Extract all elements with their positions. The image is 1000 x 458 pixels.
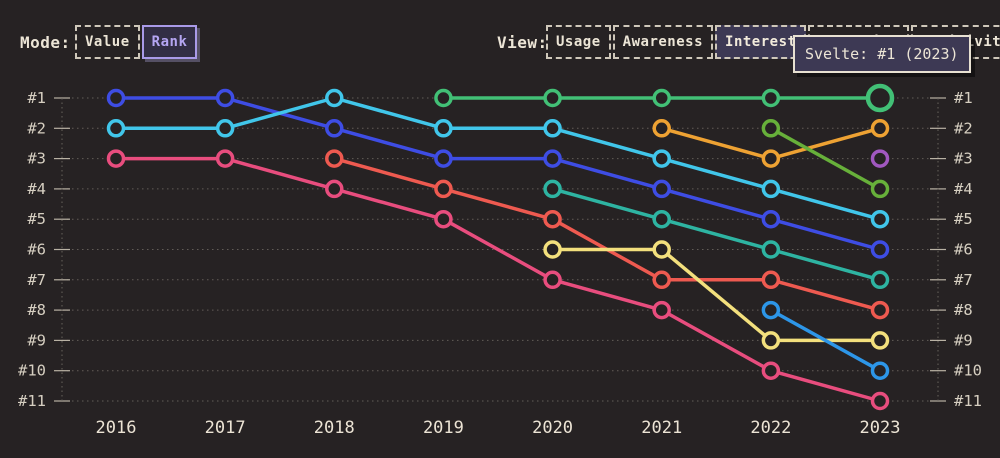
series-line-lime-series (769, 126, 882, 191)
view-toggle-awareness-button[interactable]: Awareness (612, 25, 714, 59)
y-axis-label-right-2: #2 (954, 119, 973, 137)
data-point-amber-series-2023[interactable] (870, 119, 890, 138)
data-point-blue-series-2017[interactable] (215, 88, 235, 108)
series-line-cyan-series (114, 96, 882, 221)
data-point-Svelte-2019[interactable] (434, 88, 453, 108)
data-point-teal-series-2021[interactable] (652, 209, 671, 229)
data-point-cyan-series-2019[interactable] (434, 119, 453, 138)
data-point-pink-series-2016[interactable] (106, 149, 126, 168)
data-point-lime-series-2023[interactable] (870, 179, 890, 199)
data-point-coral-series-2018[interactable] (325, 149, 344, 168)
data-point-coral-series-2020[interactable] (543, 209, 562, 229)
data-point-blue-series-2018[interactable] (325, 119, 344, 138)
mode-toggle-value-button[interactable]: Value (75, 25, 140, 59)
data-point-cyan-series-2023[interactable] (870, 209, 890, 229)
data-point-cyan-series-2020[interactable] (543, 119, 562, 138)
y-axis-label-right-4: #4 (954, 180, 973, 198)
y-axis-label-left-7: #7 (27, 271, 46, 289)
y-axis-label-right-9: #9 (954, 331, 973, 349)
y-axis-label-right-5: #5 (954, 210, 973, 228)
y-axis-label-right-6: #6 (954, 241, 973, 259)
series-line-coral-series (332, 156, 882, 312)
data-point-pink-series-2018[interactable] (325, 179, 344, 199)
mode-toggle-rank-button[interactable]: Rank (141, 25, 198, 59)
x-axis-label-2023: 2023 (860, 418, 901, 438)
data-point-Svelte-2020[interactable] (543, 88, 562, 108)
hover-tooltip: Svelte: #1 (2023) (793, 35, 971, 73)
y-axis-label-left-4: #4 (27, 180, 46, 198)
mode-toggle-group: Value Rank (75, 25, 198, 59)
y-axis-label-right-10: #10 (954, 362, 982, 380)
y-axis-label-right-11: #11 (954, 392, 982, 410)
y-axis-label-left-5: #5 (27, 210, 46, 228)
y-axis-label-left-2: #2 (27, 119, 46, 137)
data-point-cyan-series-2017[interactable] (215, 119, 235, 138)
data-point-skyblue-series-2023[interactable] (870, 361, 890, 380)
data-point-pink-series-2023[interactable] (870, 391, 890, 411)
y-axis-label-left-10: #10 (18, 362, 46, 380)
y-axis-label-right-8: #8 (954, 301, 973, 319)
x-axis-label-2021: 2021 (641, 418, 682, 438)
data-point-yellow-series-2023[interactable] (870, 331, 890, 350)
data-point-Svelte-2021[interactable] (652, 88, 671, 108)
y-axis-label-left-6: #6 (27, 241, 46, 259)
y-axis-label-right-1: #1 (954, 89, 973, 107)
data-point-cyan-series-2018[interactable] (325, 88, 344, 108)
data-point-yellow-series-2020[interactable] (543, 240, 562, 259)
data-point-pink-series-2020[interactable] (543, 270, 562, 290)
data-point-yellow-series-2022[interactable] (761, 331, 781, 350)
data-point-teal-series-2023[interactable] (870, 270, 890, 290)
data-point-Svelte-2023[interactable] (865, 83, 895, 113)
data-point-coral-series-2023[interactable] (870, 300, 890, 320)
data-point-blue-series-2020[interactable] (543, 149, 562, 168)
data-point-purple-series-2023[interactable] (870, 149, 890, 168)
data-point-teal-series-2020[interactable] (543, 179, 562, 199)
data-point-cyan-series-2022[interactable] (761, 179, 781, 199)
series-line-pink-series (114, 156, 882, 403)
tooltip-text: Svelte: #1 (2023) (805, 45, 959, 63)
data-point-yellow-series-2021[interactable] (652, 240, 671, 259)
data-point-cyan-series-2016[interactable] (106, 119, 126, 138)
x-axis-label-2017: 2017 (205, 418, 246, 438)
y-axis-label-left-3: #3 (27, 150, 46, 168)
y-axis-label-left-9: #9 (27, 331, 46, 349)
data-point-pink-series-2017[interactable] (215, 149, 235, 168)
data-point-skyblue-series-2022[interactable] (761, 300, 781, 320)
data-point-blue-series-2021[interactable] (652, 179, 671, 199)
data-point-amber-series-2022[interactable] (761, 149, 781, 168)
y-axis-label-left-1: #1 (27, 89, 46, 107)
series-line-blue-series (114, 96, 882, 252)
data-point-amber-series-2021[interactable] (652, 119, 671, 138)
data-point-blue-series-2023[interactable] (870, 240, 890, 259)
x-axis-label-2022: 2022 (750, 418, 791, 438)
data-point-Svelte-2022[interactable] (761, 88, 781, 108)
y-axis-label-left-11: #11 (18, 392, 46, 410)
data-point-pink-series-2019[interactable] (434, 209, 453, 229)
data-point-pink-series-2022[interactable] (761, 361, 781, 380)
y-axis-label-right-7: #7 (954, 271, 973, 289)
data-point-cyan-series-2021[interactable] (652, 149, 671, 168)
y-axis-label-right-3: #3 (954, 150, 973, 168)
x-axis-label-2020: 2020 (532, 418, 573, 438)
data-point-blue-series-2016[interactable] (106, 88, 126, 108)
x-axis-label-2019: 2019 (423, 418, 464, 438)
series-line-teal-series (550, 187, 882, 282)
x-axis-label-2016: 2016 (96, 418, 137, 438)
y-axis-label-left-8: #8 (27, 301, 46, 319)
view-toggle-usage-button[interactable]: Usage (546, 25, 611, 59)
view-label: View: (497, 33, 548, 52)
data-point-coral-series-2021[interactable] (652, 270, 671, 290)
data-point-lime-series-2022[interactable] (761, 119, 781, 138)
data-point-coral-series-2022[interactable] (761, 270, 781, 290)
data-point-blue-series-2022[interactable] (761, 209, 781, 229)
data-point-coral-series-2019[interactable] (434, 179, 453, 199)
x-axis-label-2018: 2018 (314, 418, 355, 438)
data-point-pink-series-2021[interactable] (652, 300, 671, 320)
mode-label: Mode: (20, 33, 71, 52)
series-line-skyblue-series (769, 308, 882, 373)
data-point-teal-series-2022[interactable] (761, 240, 781, 259)
data-point-blue-series-2019[interactable] (434, 149, 453, 168)
